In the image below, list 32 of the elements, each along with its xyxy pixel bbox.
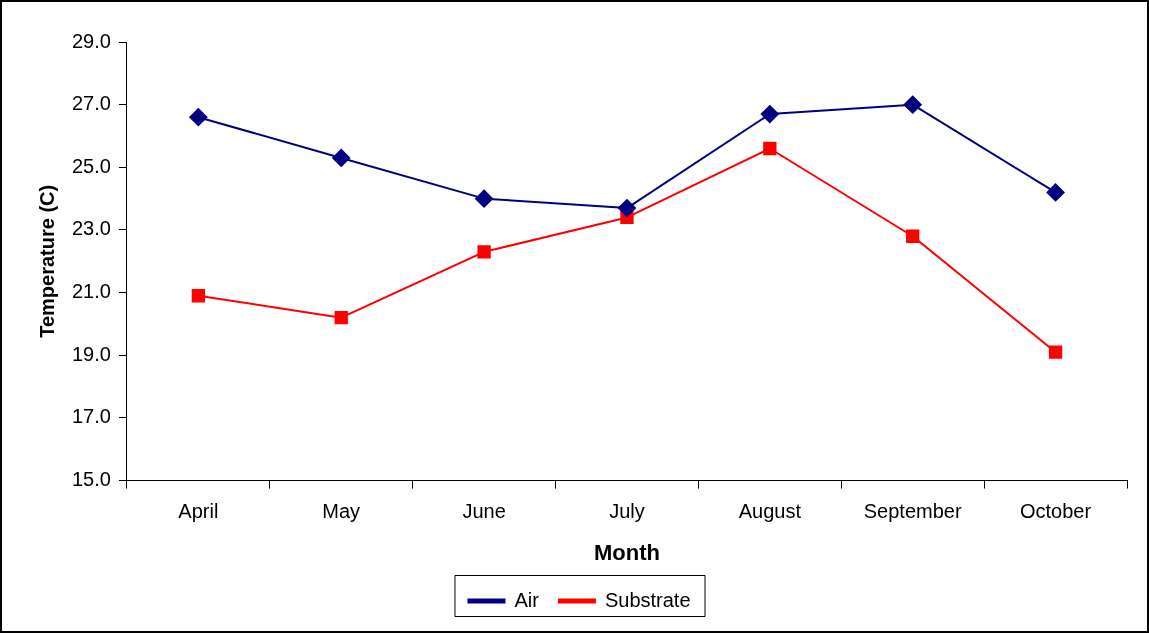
point xyxy=(763,141,777,156)
y-axis-title: Temperature (C) xyxy=(35,184,58,338)
point xyxy=(903,95,922,114)
y-tick-label: 23.0 xyxy=(71,217,111,240)
y-tick-label: 21.0 xyxy=(71,280,111,303)
point xyxy=(617,199,636,218)
y-tick-label: 25.0 xyxy=(71,154,111,177)
legend-label: Substrate xyxy=(604,588,691,611)
x-tick-label: May xyxy=(322,500,361,523)
y-tick-label: 19.0 xyxy=(71,342,111,365)
y-tick-label: 27.0 xyxy=(71,92,111,115)
point xyxy=(334,311,348,325)
legend-label: Air xyxy=(514,588,540,611)
y-tick-label: 15.0 xyxy=(71,468,111,491)
point xyxy=(191,289,206,303)
point xyxy=(332,148,351,167)
point xyxy=(475,189,494,208)
point xyxy=(189,108,208,127)
x-tick-label: April xyxy=(178,500,219,523)
x-tick-label: October xyxy=(1019,500,1092,523)
point xyxy=(906,229,920,243)
y-tick-label: 29.0 xyxy=(71,29,111,52)
x-tick-label: June xyxy=(462,500,506,523)
point xyxy=(760,105,779,124)
x-tick-label: September xyxy=(863,500,962,523)
x-tick-label: August xyxy=(738,500,802,523)
y-tick-label: 17.0 xyxy=(71,405,111,428)
point xyxy=(477,245,491,259)
x-axis-title: Month xyxy=(593,539,660,565)
point xyxy=(1048,345,1063,359)
point xyxy=(1046,183,1065,202)
x-tick-label: July xyxy=(609,500,645,523)
